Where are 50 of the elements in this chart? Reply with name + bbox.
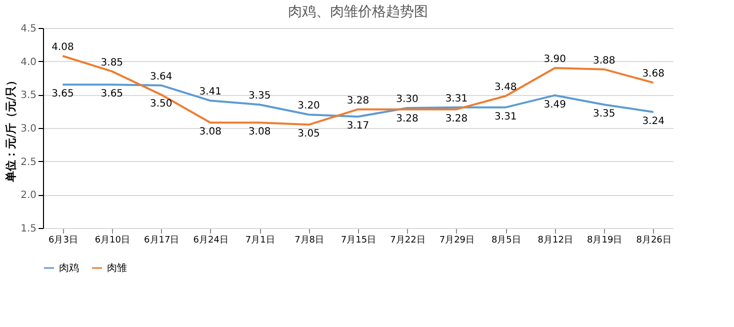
x-tick-label: 8月5日	[491, 236, 521, 246]
data-label: 3.90	[544, 54, 566, 65]
x-tick-label: 7月15日	[340, 236, 376, 246]
x-tick-label: 8月19日	[587, 236, 622, 246]
data-label: 3.30	[396, 94, 418, 105]
data-label: 3.08	[199, 126, 222, 138]
x-tick-label: 7月29日	[439, 236, 475, 246]
y-tick-label: 3.5	[20, 90, 36, 102]
data-label: 3.28	[346, 95, 370, 106]
y-tick-label: 2.5	[20, 156, 36, 168]
data-label: 3.65	[52, 88, 74, 100]
y-tick-label: 2.0	[20, 190, 36, 202]
x-tick-label: 7月1日	[245, 236, 275, 246]
data-label: 3.20	[298, 100, 320, 112]
y-tick-label: 1.5	[20, 224, 36, 234]
y-tick-label: 4.5	[20, 24, 36, 34]
x-tick-label: 8月12日	[538, 236, 573, 246]
data-label: 4.08	[52, 42, 74, 53]
data-label: 3.35	[248, 90, 271, 102]
data-label: 3.17	[346, 120, 370, 132]
data-label: 3.49	[544, 99, 566, 110]
x-tick-label: 6月24日	[193, 236, 228, 246]
data-label: 3.35	[592, 108, 616, 120]
x-tick-label: 7月8日	[294, 236, 324, 246]
data-label: 3.31	[494, 111, 517, 122]
x-tick-label: 6月17日	[144, 236, 180, 246]
data-label: 3.24	[642, 116, 664, 127]
x-tick-label: 6月10日	[94, 236, 130, 246]
y-tick-label: 3.0	[20, 124, 36, 134]
data-label: 3.48	[494, 82, 517, 93]
y-axis-title: 单位：元/斤（元/只）	[4, 74, 18, 184]
data-label: 3.50	[150, 98, 172, 110]
data-label: 3.05	[298, 128, 320, 140]
data-label: 3.85	[100, 57, 124, 68]
data-label: 3.64	[150, 71, 172, 82]
data-label: 3.65	[100, 88, 124, 100]
x-tick-label: 8月26日	[636, 236, 672, 246]
data-label: 3.31	[445, 93, 468, 104]
data-label: 3.08	[248, 126, 271, 138]
legend-label: 肉鸡	[59, 263, 79, 274]
x-tick-label: 7月22日	[390, 236, 426, 246]
chart-title: 肉鸡、肉雏价格趋势图	[288, 4, 428, 20]
data-label: 3.88	[592, 55, 616, 66]
x-tick-label: 6月3日	[48, 236, 78, 246]
legend-label: 肉雏	[107, 262, 127, 274]
data-label: 3.41	[199, 86, 222, 98]
data-label: 3.68	[642, 68, 664, 80]
data-label: 3.28	[396, 113, 418, 124]
y-tick-label: 4.0	[20, 56, 36, 68]
data-label: 3.28	[445, 113, 468, 124]
